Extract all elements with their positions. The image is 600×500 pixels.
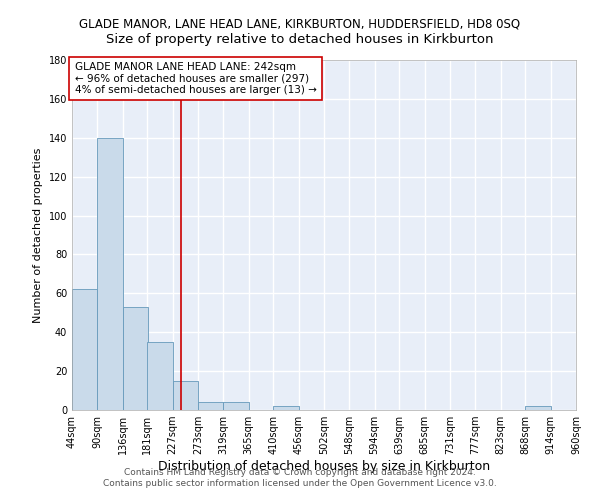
Bar [173, 381, 198, 410]
Y-axis label: Number of detached properties: Number of detached properties [33, 148, 43, 322]
Bar [122, 307, 148, 410]
Text: GLADE MANOR, LANE HEAD LANE, KIRKBURTON, HUDDERSFIELD, HD8 0SQ: GLADE MANOR, LANE HEAD LANE, KIRKBURTON,… [79, 18, 521, 30]
Text: GLADE MANOR LANE HEAD LANE: 242sqm
← 96% of detached houses are smaller (297)
4%: GLADE MANOR LANE HEAD LANE: 242sqm ← 96%… [74, 62, 316, 95]
X-axis label: Distribution of detached houses by size in Kirkburton: Distribution of detached houses by size … [158, 460, 490, 473]
Bar [198, 402, 223, 410]
Bar [72, 290, 97, 410]
Bar [223, 402, 248, 410]
Bar [97, 138, 122, 410]
Text: Contains HM Land Registry data © Crown copyright and database right 2024.
Contai: Contains HM Land Registry data © Crown c… [103, 468, 497, 487]
Bar [148, 342, 173, 410]
Bar [274, 406, 299, 410]
Bar [526, 406, 551, 410]
Text: Size of property relative to detached houses in Kirkburton: Size of property relative to detached ho… [106, 32, 494, 46]
